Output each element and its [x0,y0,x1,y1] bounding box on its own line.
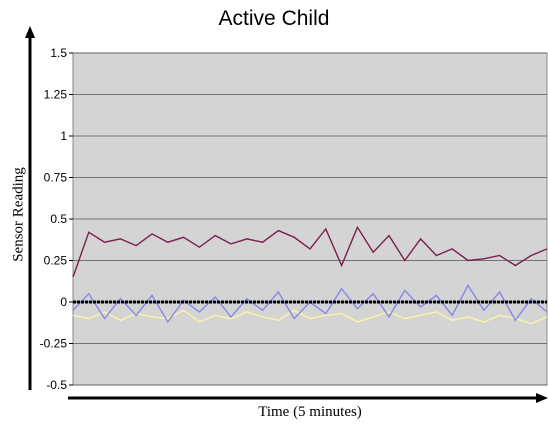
chart-title: Active Child [218,7,330,30]
y-tick-label: -0.5 [46,378,67,392]
y-tick-labels: 1.5 1.25 1 0.75 0.5 0.25 0 -0.25 -0.5 [40,46,68,392]
y-tick-label: 0.5 [50,212,67,226]
y-tick-label: -0.25 [40,337,68,351]
x-axis-label: Time (5 minutes) [258,404,362,420]
series-line-0 [72,225,548,278]
y-tick-label: 0.25 [44,254,68,268]
y-tick-label: 0 [60,295,67,309]
y-tick-label: 1.5 [50,46,67,60]
y-axis-arrowhead [25,26,35,38]
series-line-1 [72,309,548,325]
y-tick-label: 0.75 [44,171,68,185]
x-axis-arrowhead [536,393,548,403]
series-group [72,225,548,325]
y-tick-label: 1.25 [44,88,68,102]
y-tick-label: 1 [60,129,67,143]
axes [25,26,548,403]
